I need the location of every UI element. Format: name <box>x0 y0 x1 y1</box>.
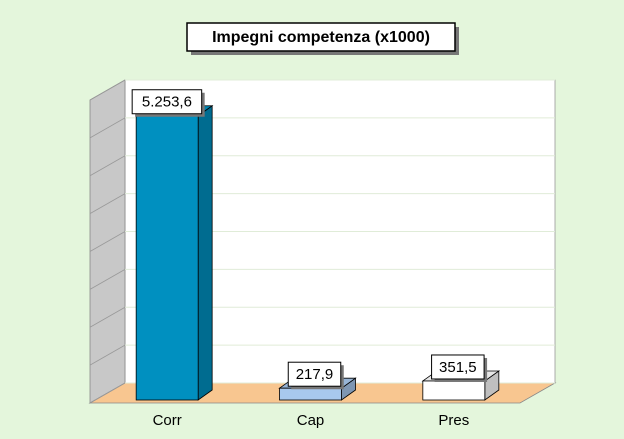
value-label-box <box>431 354 485 380</box>
x-tick-label: Pres <box>438 412 469 429</box>
side-grid-line <box>89 117 126 139</box>
bar <box>279 387 342 401</box>
x-tick-label: Cap <box>297 412 325 429</box>
side-grid-line <box>89 79 126 101</box>
side-grid-line <box>89 193 126 214</box>
chart-title: Impegni competenza (x1000) <box>212 29 430 46</box>
value-label: 217,9 <box>296 366 334 383</box>
bar-side <box>197 104 213 401</box>
bar <box>135 115 199 401</box>
value-label: 351,5 <box>439 359 477 376</box>
bar <box>422 380 486 401</box>
x-tick-label: Corr <box>153 412 182 429</box>
value-label: 5.253,6 <box>142 94 192 111</box>
side-grid-line <box>89 344 126 366</box>
side-grid-line <box>89 382 126 404</box>
side-grid-line <box>89 306 126 328</box>
side-grid-line <box>89 231 126 252</box>
title-box <box>186 22 456 52</box>
side-grid-line <box>89 269 126 290</box>
side-grid-line <box>89 155 126 177</box>
value-label-box <box>131 89 203 115</box>
value-label-box <box>287 361 342 387</box>
